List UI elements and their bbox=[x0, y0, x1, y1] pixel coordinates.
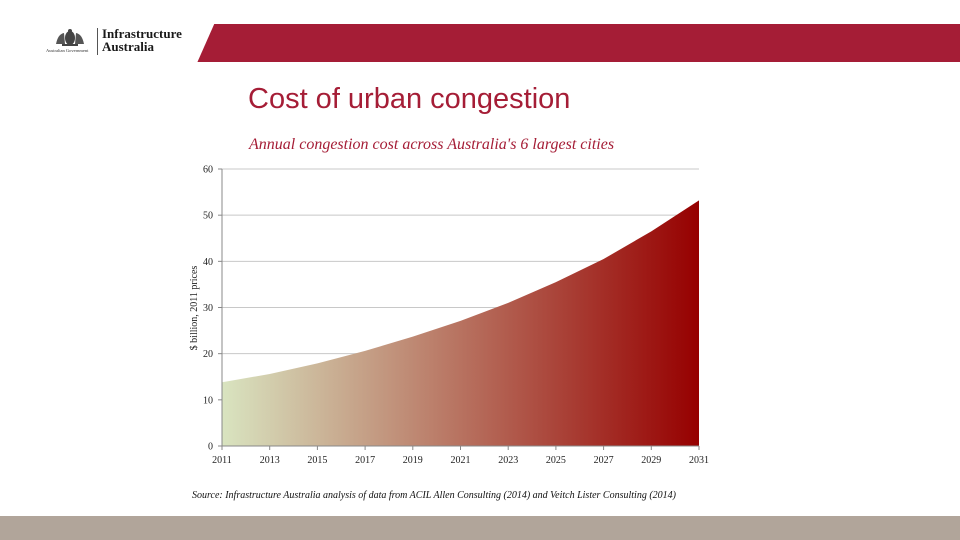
logo-panel bbox=[0, 20, 216, 64]
x-tick-label: 2021 bbox=[451, 455, 471, 466]
chart-title: Annual congestion cost across Australia'… bbox=[249, 136, 615, 153]
logo-government-label: Australian Government bbox=[46, 48, 89, 53]
y-tick-label: 0 bbox=[208, 442, 213, 453]
logo-name-line2: Australia bbox=[102, 39, 154, 54]
page-title: Cost of urban congestion bbox=[248, 83, 571, 115]
y-tick-label: 40 bbox=[203, 257, 213, 268]
x-tick-label: 2023 bbox=[498, 455, 518, 466]
organisation-logo: Infrastructure Australia bbox=[102, 27, 182, 53]
x-tick-label: 2019 bbox=[403, 455, 423, 466]
y-tick-label: 10 bbox=[203, 395, 213, 406]
area-series bbox=[222, 200, 699, 446]
x-tick-label: 2017 bbox=[355, 455, 375, 466]
x-tick-label: 2029 bbox=[641, 455, 661, 466]
x-tick-label: 2031 bbox=[689, 455, 709, 466]
axes bbox=[218, 168, 700, 450]
y-axis-label: $ billion, 2011 prices bbox=[189, 266, 200, 351]
x-tick-label: 2011 bbox=[212, 455, 232, 466]
x-tick-label: 2027 bbox=[594, 455, 614, 466]
logo-name-line1: Infrastructure bbox=[102, 26, 182, 41]
y-tick-label: 60 bbox=[203, 165, 213, 176]
y-tick-label: 20 bbox=[203, 349, 213, 360]
y-tick-label: 30 bbox=[203, 303, 213, 314]
coat-of-arms-icon bbox=[56, 29, 84, 46]
x-tick-label: 2013 bbox=[260, 455, 280, 466]
x-tick-label: 2025 bbox=[546, 455, 566, 466]
footer-band bbox=[0, 516, 960, 540]
tick-labels: 0 10 20 30 40 50 60 2011 2013 2015 2017 2019 2021 202… bbox=[203, 165, 709, 467]
logo-divider bbox=[97, 28, 98, 55]
x-tick-label: 2015 bbox=[307, 455, 327, 466]
source-note: Source: Infrastructure Australia analysi… bbox=[192, 490, 676, 501]
y-tick-label: 50 bbox=[203, 211, 213, 222]
